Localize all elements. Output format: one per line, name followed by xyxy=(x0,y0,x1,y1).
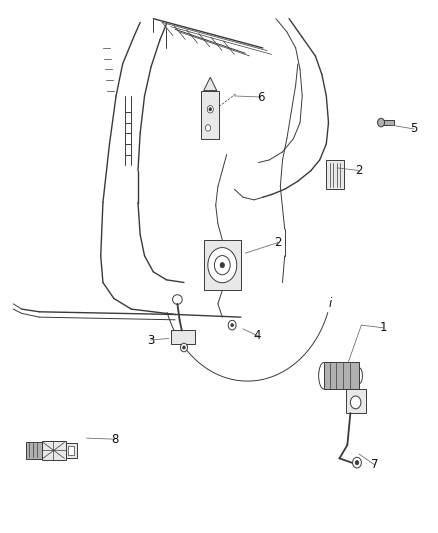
Polygon shape xyxy=(346,389,366,413)
Circle shape xyxy=(228,320,236,330)
Text: 5: 5 xyxy=(410,123,417,135)
Circle shape xyxy=(215,255,230,274)
Text: 8: 8 xyxy=(111,433,118,446)
Circle shape xyxy=(209,108,212,111)
Text: 1: 1 xyxy=(379,321,387,334)
Circle shape xyxy=(220,262,225,268)
Polygon shape xyxy=(66,443,77,458)
Polygon shape xyxy=(26,442,42,459)
Circle shape xyxy=(183,346,185,349)
Circle shape xyxy=(378,118,385,127)
Circle shape xyxy=(353,457,361,468)
Circle shape xyxy=(205,125,211,131)
Text: 6: 6 xyxy=(257,91,265,103)
Circle shape xyxy=(350,396,361,409)
Polygon shape xyxy=(381,120,394,125)
Polygon shape xyxy=(42,441,66,460)
Polygon shape xyxy=(204,240,241,290)
Polygon shape xyxy=(171,330,195,344)
Polygon shape xyxy=(326,160,344,189)
Circle shape xyxy=(208,247,237,282)
Text: 4: 4 xyxy=(254,329,261,342)
Text: 2: 2 xyxy=(274,236,282,249)
Polygon shape xyxy=(68,446,74,455)
Text: 7: 7 xyxy=(371,458,378,471)
Circle shape xyxy=(207,106,213,113)
Polygon shape xyxy=(324,362,359,389)
Circle shape xyxy=(231,324,233,327)
Polygon shape xyxy=(201,91,219,139)
Text: i: i xyxy=(329,297,332,310)
Text: 2: 2 xyxy=(355,164,363,177)
Circle shape xyxy=(355,461,359,465)
Polygon shape xyxy=(204,77,217,91)
Text: 3: 3 xyxy=(148,334,155,346)
Circle shape xyxy=(180,343,187,352)
